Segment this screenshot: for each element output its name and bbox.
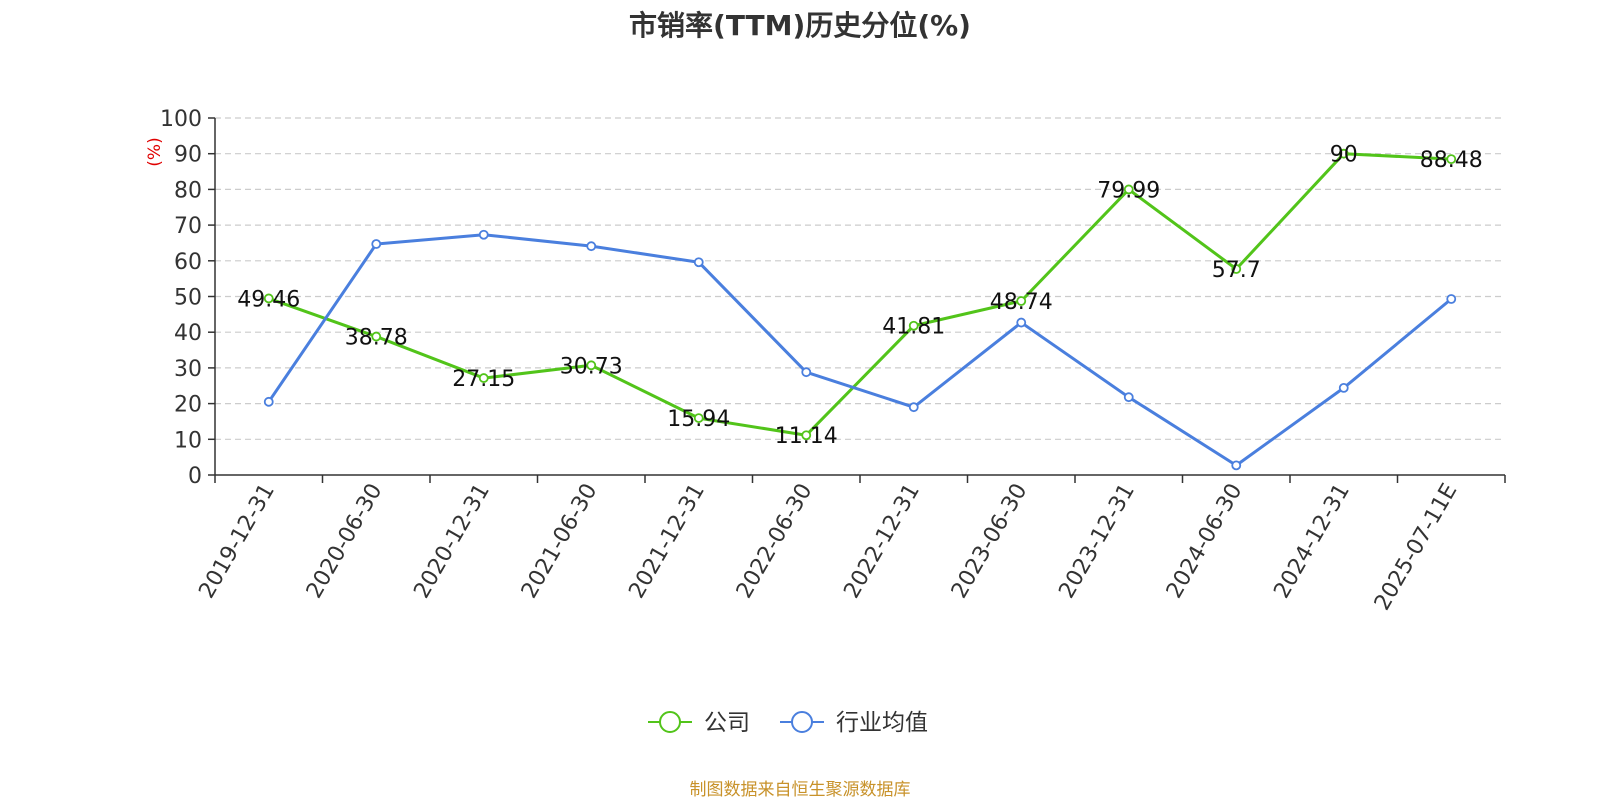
source-footer: 制图数据来自恒生聚源数据库: [689, 780, 911, 800]
company-point: [1231, 264, 1242, 274]
data-label: 57.7: [1212, 258, 1261, 283]
data-label-layer: 49.46 38.78 27.15 30.73 15.94 11.14 41.81 48.74…: [237, 143, 1482, 450]
company-line: [268, 152, 1452, 437]
y-axis-label: (%): [145, 137, 165, 166]
y-tick-label: 100: [160, 107, 202, 132]
x-tick-label: 2019-12-31: [194, 480, 280, 603]
legend-label: 行业均值: [836, 710, 928, 736]
company-point: [1123, 184, 1134, 195]
y-tick-label: 30: [174, 357, 202, 382]
data-label: 79.99: [1097, 178, 1160, 203]
data-label: 41.81: [882, 315, 945, 340]
series-layer: [263, 148, 1457, 471]
y-tick-label: 10: [174, 428, 202, 453]
industry-average-point: [908, 402, 919, 413]
legend-marker: [659, 711, 681, 733]
industry-average-point: [263, 396, 274, 407]
industry-average-point: [801, 367, 812, 378]
company-point: [1016, 296, 1027, 306]
x-tick-label: 2024-06-30: [1162, 480, 1248, 603]
x-tick-label: 2020-12-31: [409, 480, 495, 603]
y-tick-label: 50: [174, 286, 202, 311]
y-tick-label: 80: [174, 178, 202, 203]
industry-average-point: [586, 241, 597, 252]
company-point: [371, 331, 382, 342]
company-point: [1338, 148, 1349, 159]
company-point: [263, 293, 274, 304]
x-tick-label: 2025-07-11E: [1370, 480, 1463, 615]
x-tick-label: 2022-06-30: [732, 480, 818, 603]
data-label: 27.15: [452, 367, 515, 392]
industry-average-point: [371, 239, 382, 249]
data-label: 48.74: [990, 290, 1053, 315]
y-tick-label: 40: [174, 321, 202, 346]
company-point: [693, 413, 704, 423]
x-tick-label: 2023-12-31: [1054, 480, 1140, 603]
y-tick-label: 90: [174, 143, 202, 168]
y-tick-label: 60: [174, 250, 202, 275]
data-label: 30.73: [560, 354, 623, 379]
grid-layer: [215, 117, 1505, 440]
company-point: [586, 360, 597, 371]
data-label: 38.78: [345, 326, 408, 351]
industry-average-point: [1446, 294, 1457, 304]
data-label: 11.14: [775, 424, 838, 449]
company-point: [1446, 154, 1457, 165]
chart-title: 市销率(TTM)历史分位(%): [629, 9, 971, 42]
legend-marker: [791, 711, 813, 733]
industry-average-point: [1338, 382, 1349, 393]
industry-average-point: [1016, 317, 1027, 328]
axis-layer: 0 10 20 30 40 50 60 70 80 90 100 (%) 2019-12-31 2020-…: [145, 107, 1506, 615]
x-tick-label: 2021-06-30: [517, 480, 603, 603]
industry-average-point: [1123, 392, 1134, 403]
data-label: 90: [1330, 143, 1358, 168]
legend-label: 公司: [704, 710, 750, 736]
company-point: [801, 430, 812, 441]
industry-average-point: [693, 257, 704, 268]
industry-average-point: [1231, 460, 1242, 471]
data-label: 49.46: [237, 287, 300, 312]
company-point: [908, 320, 919, 331]
x-tick-label: 2023-06-30: [947, 480, 1033, 603]
y-tick-label: 20: [174, 393, 202, 418]
y-tick-label: 0: [188, 464, 202, 489]
company-point: [478, 373, 489, 383]
x-tick-label: 2021-12-31: [624, 480, 710, 603]
y-tick-label: 70: [174, 214, 202, 239]
industry-average-line: [267, 233, 1453, 467]
x-tick-label: 2022-12-31: [839, 480, 925, 603]
legend: 公司 行业均值: [648, 710, 928, 736]
data-label: 15.94: [667, 407, 730, 432]
data-label: 88.48: [1420, 148, 1483, 173]
industry-average-point: [478, 229, 489, 240]
x-tick-label: 2020-06-30: [302, 480, 388, 603]
x-tick-label: 2024-12-31: [1269, 480, 1355, 603]
